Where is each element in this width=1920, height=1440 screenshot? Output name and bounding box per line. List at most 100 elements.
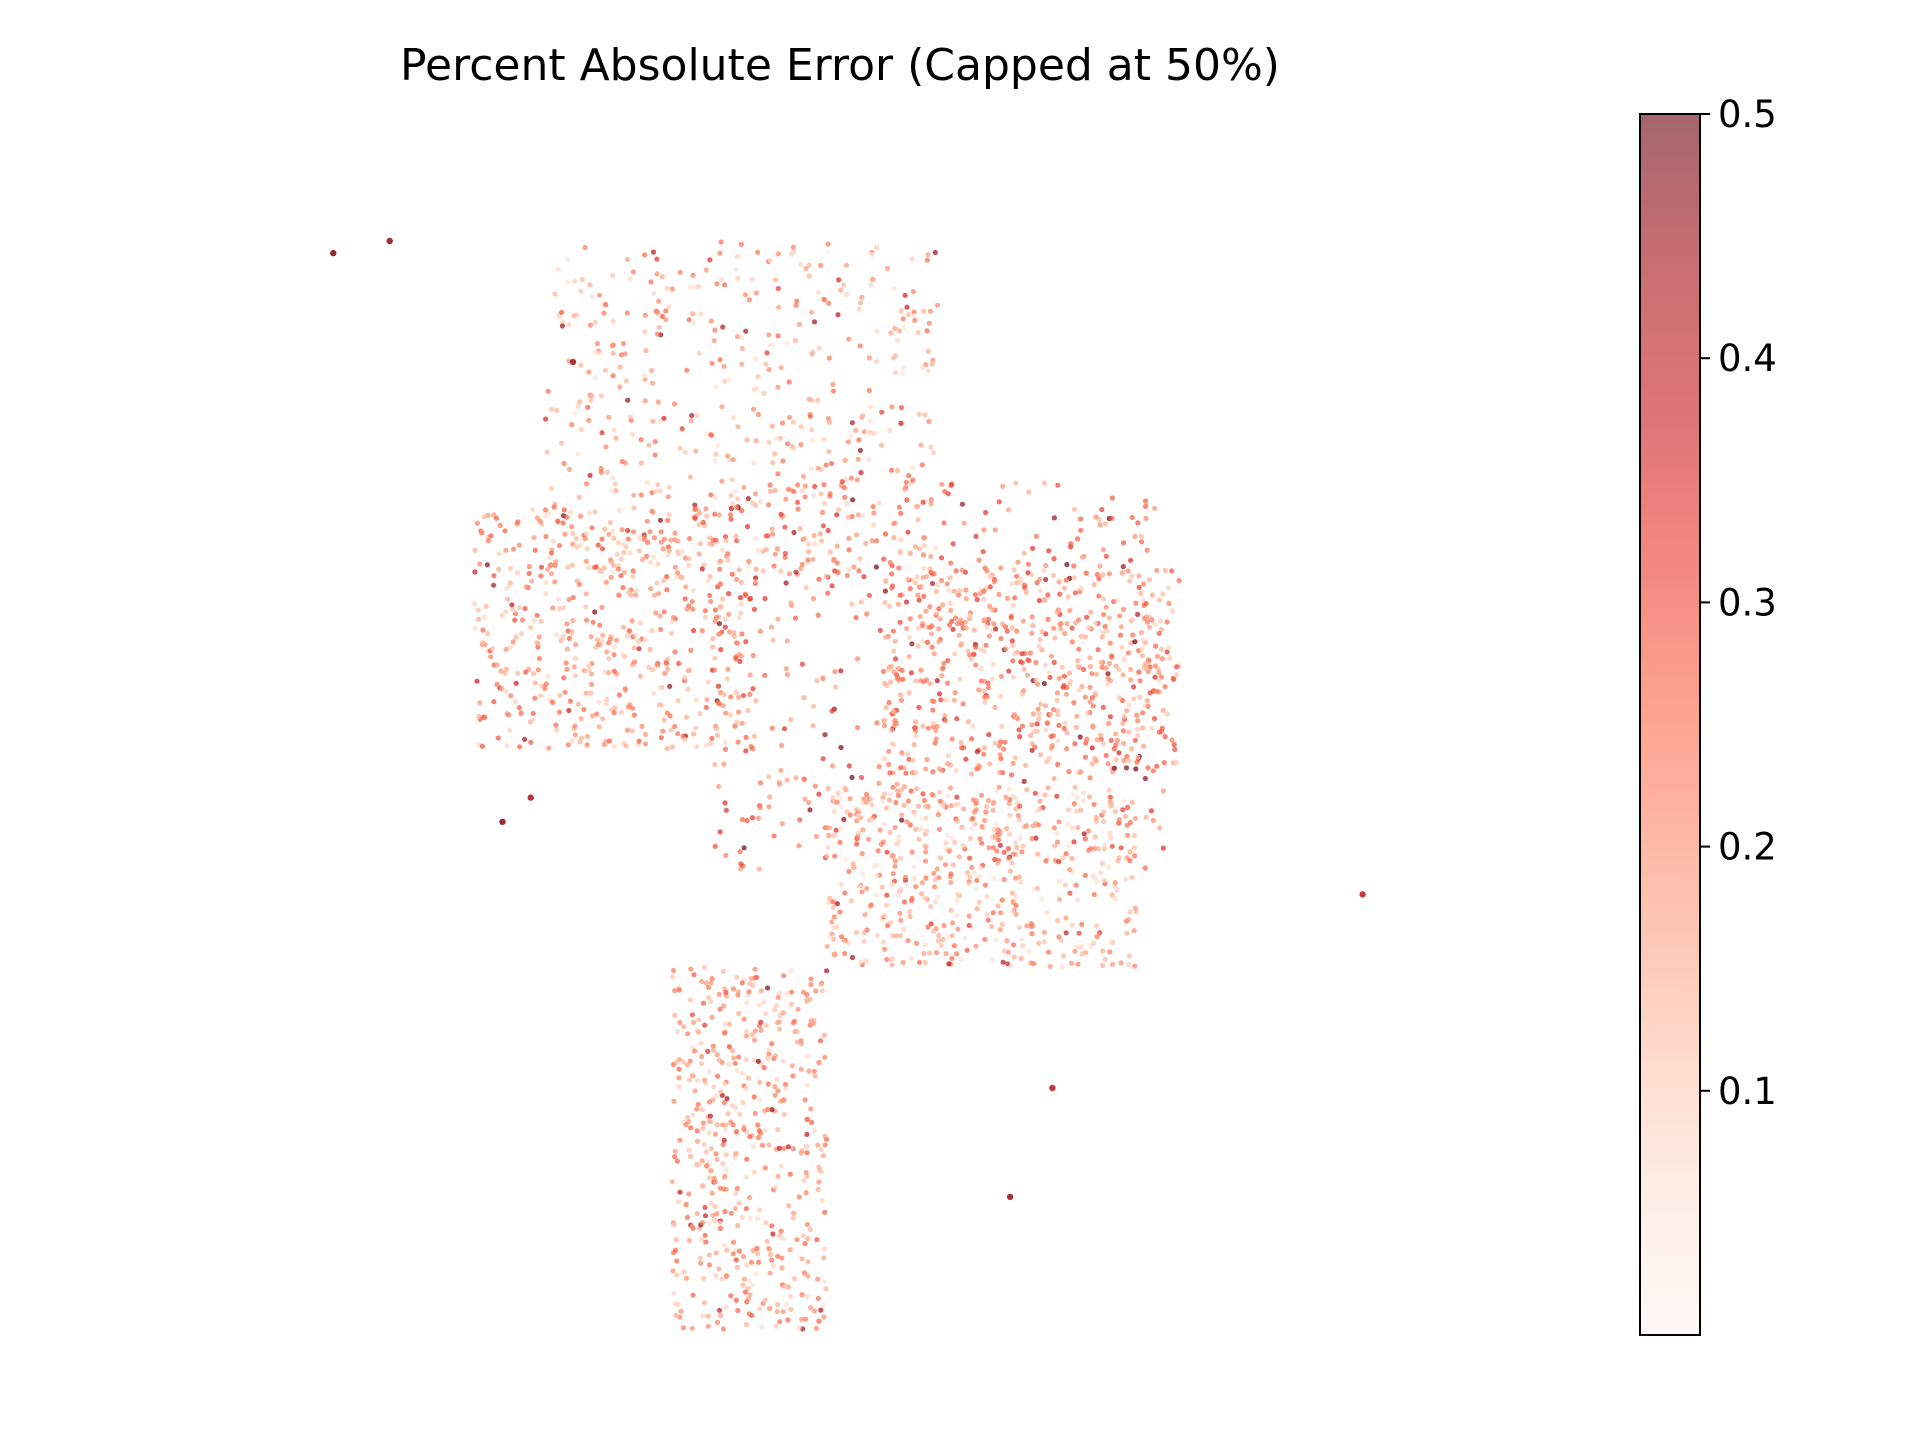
scatter-point: [638, 492, 644, 498]
scatter-point: [1055, 607, 1061, 613]
scatter-point: [913, 826, 919, 832]
scatter-point: [1069, 625, 1075, 631]
scatter-point: [861, 429, 867, 435]
scatter-point: [915, 592, 921, 598]
scatter-point: [655, 482, 661, 488]
scatter-point: [1054, 793, 1060, 799]
scatter-point: [696, 521, 702, 528]
scatter-point: [719, 404, 725, 410]
scatter-point: [832, 568, 838, 574]
scatter-point: [1157, 825, 1163, 831]
scatter-point: [934, 610, 940, 616]
scatter-point: [1034, 721, 1040, 727]
scatter-point: [1142, 865, 1148, 871]
scatter-point: [1045, 785, 1051, 791]
scatter-point: [610, 475, 616, 481]
scatter-point: [1164, 619, 1170, 625]
scatter-point: [612, 481, 618, 487]
scatter-point: [778, 568, 784, 574]
scatter-point: [778, 767, 784, 774]
scatter-point: [1117, 632, 1124, 638]
scatter-point: [1161, 760, 1167, 766]
scatter-point: [610, 350, 616, 356]
scatter-point: [1143, 614, 1149, 620]
scatter-point: [1051, 659, 1057, 666]
scatter-point: [986, 732, 992, 738]
scatter-point: [976, 557, 982, 563]
scatter-point: [913, 678, 919, 684]
scatter-point: [1055, 482, 1061, 488]
scatter-point: [1139, 653, 1146, 659]
scatter-point: [543, 416, 549, 422]
scatter-point: [631, 492, 637, 498]
scatter-point: [1078, 585, 1084, 592]
scatter-point: [577, 399, 583, 405]
scatter-point: [660, 546, 666, 552]
scatter-point: [714, 281, 720, 287]
scatter-point: [841, 485, 848, 491]
scatter-point: [841, 282, 847, 288]
scatter-point: [1089, 671, 1095, 677]
scatter-point: [925, 725, 931, 731]
scatter-point: [869, 252, 875, 258]
scatter-point: [1033, 533, 1039, 540]
scatter-point: [1129, 746, 1135, 752]
scatter-point: [834, 560, 840, 566]
scatter-point: [924, 328, 930, 334]
scatter-point: [954, 794, 960, 800]
scatter-point: [1154, 688, 1160, 695]
scatter-point: [1117, 613, 1123, 619]
scatter-point: [1058, 626, 1064, 632]
scatter-point: [1051, 556, 1057, 562]
scatter-point: [929, 580, 936, 587]
scatter-point: [1149, 592, 1155, 598]
scatter-point: [741, 484, 747, 490]
scatter-point: [1113, 757, 1119, 763]
scatter-point: [942, 712, 948, 719]
scatter-point: [736, 694, 742, 700]
scatter-point: [845, 439, 851, 445]
scatter-point: [1135, 611, 1141, 618]
scatter-point: [729, 501, 736, 507]
scatter-point: [854, 477, 860, 483]
scatter-point: [475, 607, 481, 613]
scatter-point: [745, 707, 751, 714]
scatter-point: [957, 587, 963, 594]
scatter-point: [784, 777, 790, 783]
scatter-point: [763, 361, 769, 367]
scatter-point: [1039, 647, 1045, 653]
scatter-point: [726, 376, 732, 382]
scatter-point: [1140, 743, 1147, 749]
scatter-point: [939, 481, 945, 487]
scatter-point: [565, 257, 571, 263]
scatter-point: [739, 361, 745, 367]
scatter-point: [898, 765, 904, 771]
scatter-point: [844, 572, 851, 579]
scatter-point: [1091, 581, 1097, 588]
scatter-point: [735, 275, 741, 281]
scatter-point: [1010, 602, 1016, 608]
scatter-point: [830, 557, 837, 563]
scatter-point: [920, 723, 926, 729]
scatter-point: [790, 244, 797, 250]
scatter-point: [739, 335, 745, 341]
scatter-point: [914, 574, 920, 580]
scatter-point: [659, 274, 665, 280]
scatter-point: [732, 488, 738, 494]
scatter-point: [1120, 672, 1126, 678]
scatter-point: [649, 380, 656, 386]
scatter-point: [1073, 724, 1079, 730]
scatter-point: [1042, 703, 1049, 709]
scatter-point: [661, 415, 667, 421]
scatter-point: [1103, 752, 1109, 759]
scatter-point: [881, 756, 888, 762]
scatter-point: [712, 607, 719, 613]
scatter-point: [904, 497, 910, 503]
scatter-point: [853, 615, 859, 621]
scatter-point: [922, 412, 928, 418]
scatter-point: [821, 482, 827, 488]
scatter-point: [903, 479, 909, 485]
scatter-point: [584, 546, 591, 552]
scatter-point: [1142, 661, 1149, 667]
scatter-point: [799, 661, 806, 667]
